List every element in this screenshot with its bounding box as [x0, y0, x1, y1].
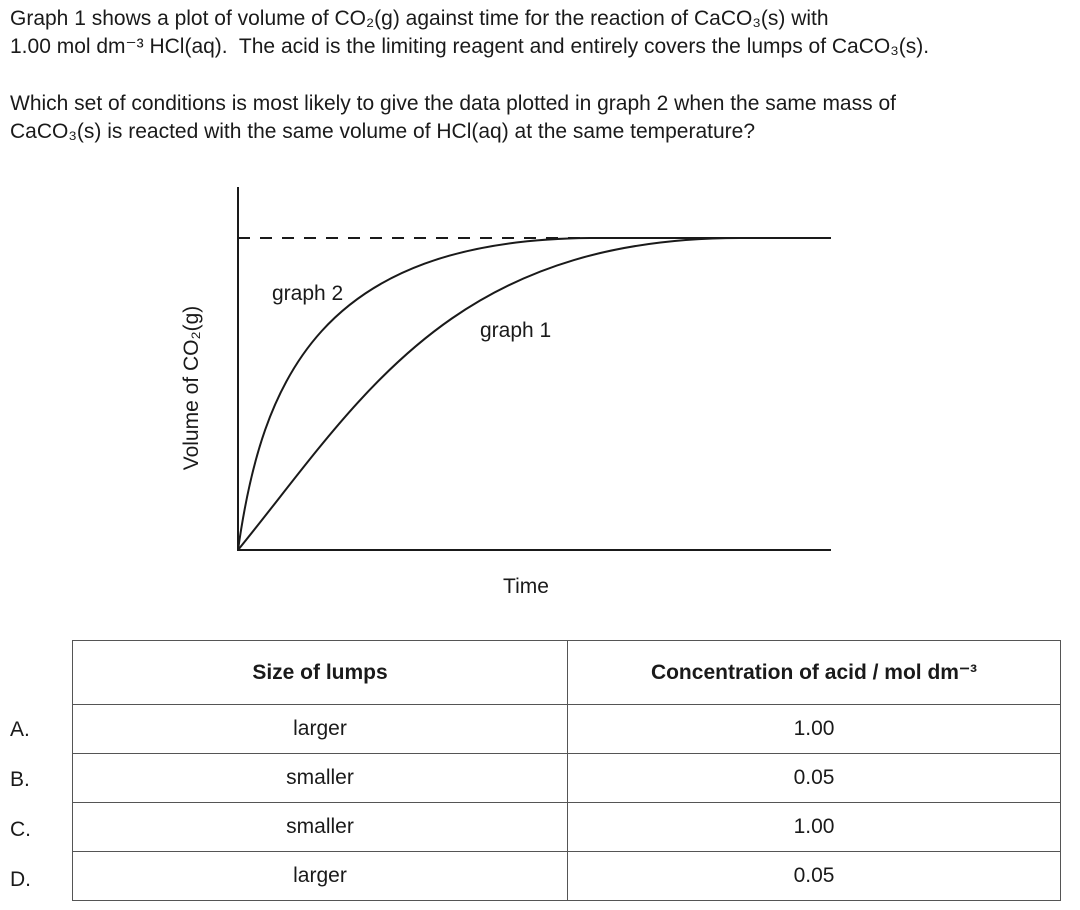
answer-table: Size of lumps Concentration of acid / mo… — [72, 640, 1061, 901]
graph-1-curve — [237, 237, 831, 551]
question-text: 1.00 mol dm⁻³ HCl(aq). The acid is the l… — [10, 35, 930, 58]
question-text: CaCO₃(s) is reacted with the same volume… — [10, 120, 756, 143]
option-letter[interactable]: D. — [10, 868, 31, 891]
cell: 1.00 — [567, 802, 1061, 852]
cell: smaller — [72, 802, 568, 852]
cell: larger — [72, 704, 568, 754]
diagram: graph 2 graph 1 Time Volume of CO₂(g) — [180, 187, 831, 598]
cell: 1.00 — [567, 704, 1061, 754]
option-letter[interactable]: A. — [10, 718, 30, 741]
question-text: Graph 1 shows a plot of volume of CO₂(g)… — [10, 7, 829, 30]
option-letter[interactable]: B. — [10, 768, 30, 791]
x-axis-label: Time — [503, 575, 549, 598]
column-header: Size of lumps — [72, 640, 568, 705]
graph-2-curve — [237, 237, 831, 551]
cell: smaller — [72, 753, 568, 803]
cell: larger — [72, 851, 568, 901]
option-letter[interactable]: C. — [10, 818, 31, 841]
curve-label: graph 2 — [272, 282, 343, 305]
question-text: Which set of conditions is most likely t… — [10, 92, 896, 115]
column-header: Concentration of acid / mol dm⁻³ — [567, 640, 1061, 705]
cell: 0.05 — [567, 851, 1061, 901]
y-axis-label: Volume of CO₂(g) — [180, 306, 203, 471]
cell: 0.05 — [567, 753, 1061, 803]
curve-label: graph 1 — [480, 319, 551, 342]
